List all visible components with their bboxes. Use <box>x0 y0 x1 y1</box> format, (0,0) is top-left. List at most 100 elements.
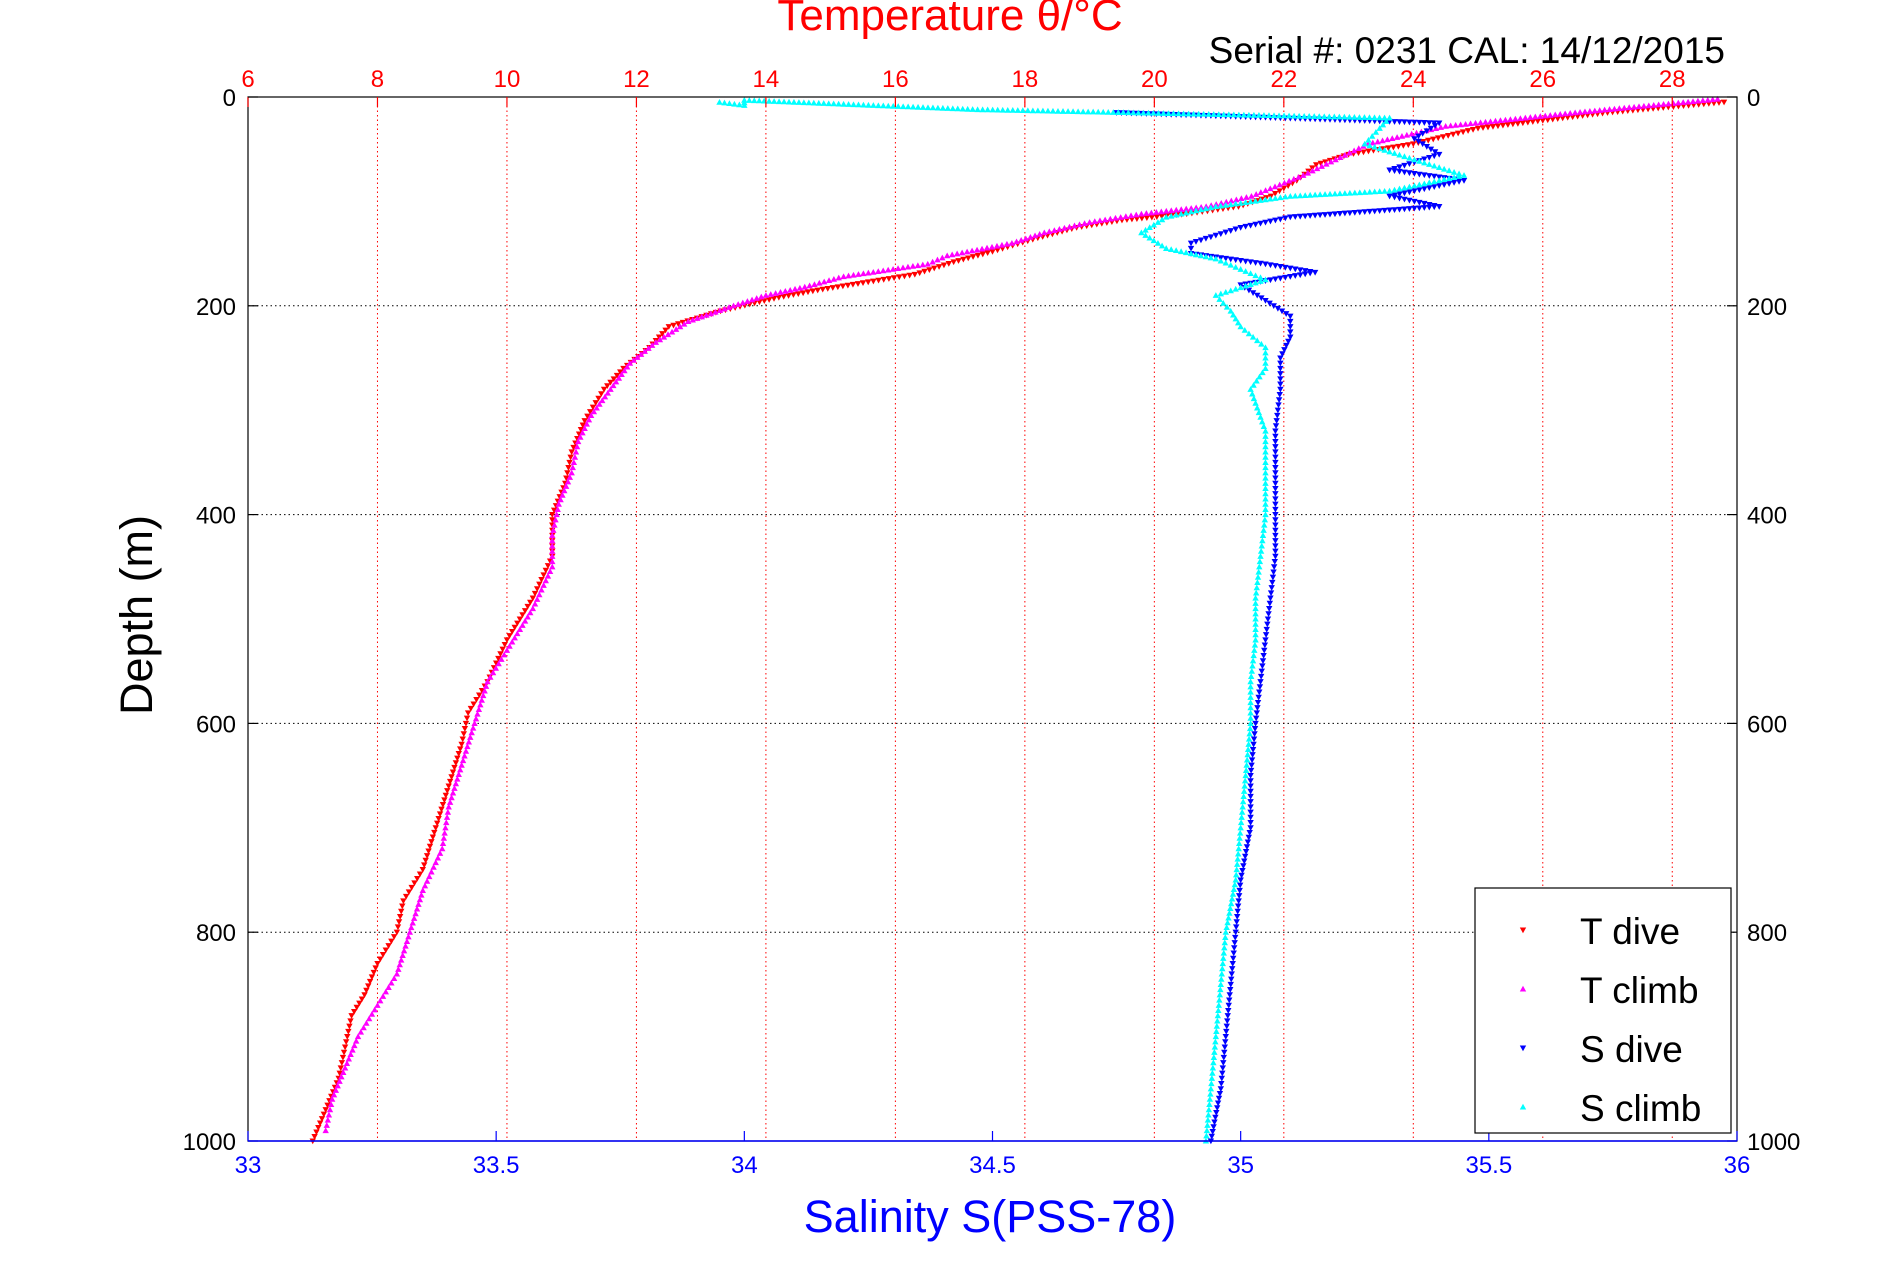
data-point <box>1253 377 1260 384</box>
data-point <box>676 323 684 330</box>
data-point <box>446 778 454 785</box>
data-point <box>1439 134 1447 140</box>
data-point <box>1277 386 1284 393</box>
data-point <box>1232 200 1239 207</box>
data-point <box>1079 108 1087 115</box>
data-point <box>1148 209 1155 216</box>
data-point <box>1255 568 1262 575</box>
data-point <box>1440 182 1448 188</box>
data-point <box>531 590 539 597</box>
data-point <box>943 252 951 259</box>
data-point <box>835 274 842 281</box>
data-point <box>751 97 758 104</box>
data-point <box>1242 848 1250 855</box>
data-point <box>1227 900 1235 907</box>
data-point <box>825 277 833 284</box>
data-point <box>1262 433 1269 439</box>
data-point <box>1014 107 1022 113</box>
data-point <box>336 1070 343 1077</box>
data-point <box>1197 252 1205 259</box>
data-point <box>379 952 387 958</box>
data-point <box>914 262 922 269</box>
data-point <box>1374 138 1381 145</box>
data-point <box>320 1111 328 1118</box>
data-point <box>311 1133 318 1140</box>
data-point <box>1249 333 1257 340</box>
data-point <box>919 104 927 110</box>
data-point <box>1187 240 1195 247</box>
data-point <box>870 278 877 285</box>
data-point <box>1356 209 1363 216</box>
data-point <box>767 291 774 297</box>
data-point <box>1301 271 1309 278</box>
data-point <box>1249 390 1256 397</box>
data-point <box>564 478 572 485</box>
data-point <box>472 715 480 722</box>
data-point <box>1223 924 1230 931</box>
data-point <box>468 729 475 736</box>
data-point <box>889 265 897 272</box>
data-point <box>395 919 403 925</box>
data-point <box>1247 704 1254 711</box>
data-point <box>1452 121 1459 128</box>
data-point <box>1153 209 1160 215</box>
data-point <box>1237 877 1244 884</box>
data-point <box>495 655 502 662</box>
data-point <box>1187 205 1195 211</box>
depth-tick-label-right: 200 <box>1747 294 1787 321</box>
data-point <box>1361 114 1368 120</box>
data-point <box>1416 199 1423 206</box>
data-point <box>1245 735 1253 742</box>
data-point <box>726 100 733 107</box>
data-point <box>1240 793 1247 800</box>
data-point <box>365 983 372 990</box>
data-point <box>1406 119 1413 126</box>
data-point <box>1385 145 1392 152</box>
data-point <box>1105 108 1112 115</box>
data-point <box>1258 668 1265 675</box>
data-point <box>1237 224 1244 231</box>
data-point <box>1187 245 1195 252</box>
data-point <box>1262 464 1269 471</box>
data-point <box>1401 190 1408 197</box>
data-point <box>598 391 605 397</box>
data-point <box>1066 223 1073 230</box>
data-point <box>433 820 441 827</box>
data-point <box>983 244 991 251</box>
data-point <box>1386 193 1393 200</box>
data-point <box>830 275 838 282</box>
data-point <box>1272 548 1279 555</box>
depth-tick-label-left: 0 <box>223 85 236 112</box>
data-point <box>1197 206 1205 213</box>
depth-tick-label-right: 800 <box>1747 920 1787 947</box>
data-point <box>570 444 577 451</box>
data-point <box>555 500 562 507</box>
data-point <box>1272 527 1279 534</box>
data-point <box>850 101 857 108</box>
data-point <box>1306 213 1314 219</box>
data-point <box>1393 134 1401 140</box>
series-layer <box>309 95 1728 1145</box>
data-point <box>1101 216 1109 223</box>
data-point <box>363 987 370 994</box>
data-point <box>1396 206 1403 213</box>
data-point <box>1665 100 1672 107</box>
legend-label: S dive <box>1580 1029 1683 1070</box>
data-point <box>761 298 768 305</box>
data-point <box>1240 788 1248 794</box>
data-point <box>607 379 614 386</box>
data-point <box>1257 547 1265 554</box>
depth-tick-label-left: 600 <box>196 711 236 738</box>
data-point <box>1230 955 1237 962</box>
data-point <box>574 438 582 445</box>
data-point <box>1346 210 1354 217</box>
depth-tick-label-right: 600 <box>1747 711 1787 738</box>
data-point <box>1361 189 1368 195</box>
data-point <box>875 277 882 284</box>
data-point <box>428 839 435 845</box>
data-point <box>816 279 823 286</box>
data-point <box>449 789 457 796</box>
data-point <box>1223 303 1231 310</box>
data-point <box>458 761 465 768</box>
data-point <box>1237 284 1244 291</box>
